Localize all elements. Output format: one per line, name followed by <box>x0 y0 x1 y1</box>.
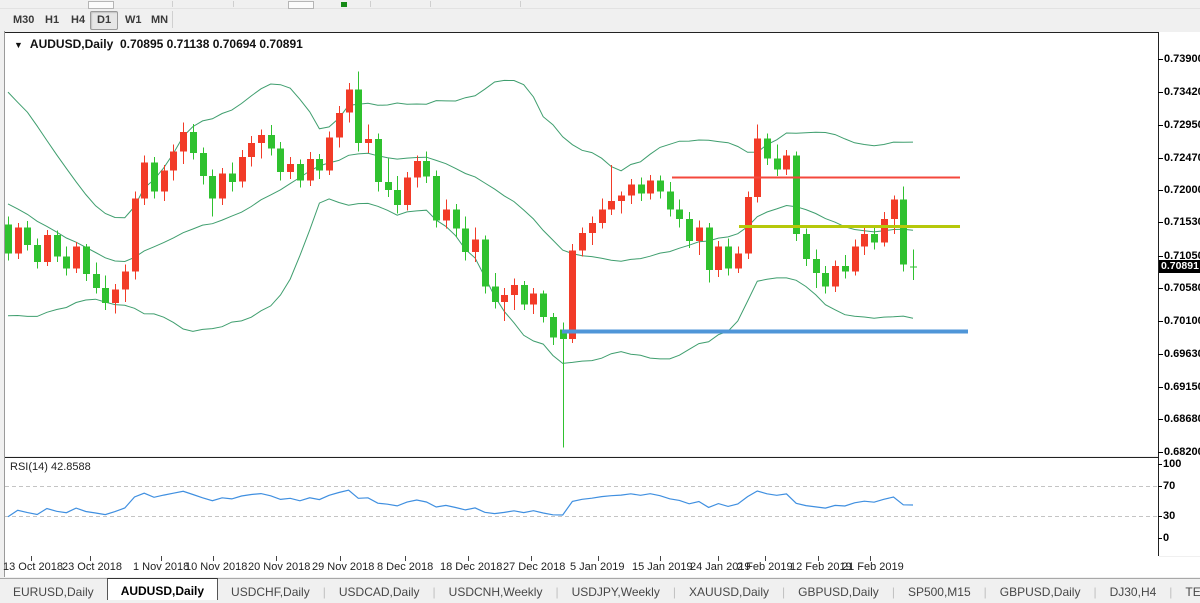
date-axis-label: 15 Jan 2019 <box>632 561 693 573</box>
date-axis-label: 21 Feb 2019 <box>842 561 904 573</box>
rsi-axis-label: 30 <box>1163 509 1176 522</box>
window-left-edge <box>0 31 5 577</box>
tab-separator: | <box>672 584 676 599</box>
date-axis-label: 13 Oct 2018 <box>3 561 63 573</box>
toolbar-remnant-separator <box>233 1 234 7</box>
timeframe-button-h1[interactable]: H1 <box>45 14 60 26</box>
tab-separator: | <box>983 584 987 599</box>
rsi-axis-label: 100 <box>1163 458 1182 470</box>
tab-eurusd-daily[interactable]: EURUSD,Daily <box>13 584 94 599</box>
rsi-axis-label: 0 <box>1163 532 1170 544</box>
chart-tab-bar: EURUSD,Daily AUDUSD,Daily USDCHF,Daily | USD… <box>0 578 1200 603</box>
tab-separator: | <box>782 584 786 599</box>
price-axis-label: 0.70580 <box>1164 281 1200 294</box>
price-axis-label: 0.71050 <box>1164 249 1200 262</box>
price-axis[interactable] <box>1158 32 1200 556</box>
tab-separator: | <box>555 584 559 599</box>
tab-gbpusd-daily[interactable]: GBPUSD,Daily <box>798 584 879 599</box>
toolbar-separator <box>172 11 173 28</box>
toolbar-remnant-separator <box>520 1 521 7</box>
timeframe-button-h4[interactable]: H4 <box>71 14 86 26</box>
main-chart-panel[interactable] <box>4 32 1159 456</box>
toolbar-remnant-green-icon <box>341 2 347 7</box>
toolbar-remnant-box <box>88 1 114 9</box>
price-axis-label: 0.69150 <box>1164 380 1200 393</box>
tab-separator: | <box>891 584 895 599</box>
toolbar-remnant-separator <box>172 1 173 7</box>
date-axis-label: 27 Dec 2018 <box>503 561 566 573</box>
price-axis-label: 0.68680 <box>1164 413 1200 426</box>
date-axis-label: 1 Nov 2018 <box>133 561 190 573</box>
price-axis-label: 0.72470 <box>1164 151 1200 164</box>
price-axis-label: 0.72000 <box>1164 184 1200 197</box>
chart-title: ▼ AUDUSD,Daily 0.70895 0.71138 0.70694 0.… <box>14 37 303 51</box>
timeframe-button-m30[interactable]: M30 <box>13 14 35 26</box>
toolbar-remnant-box <box>288 1 314 9</box>
date-axis-label: 20 Nov 2018 <box>248 561 311 573</box>
current-price-badge: 0.70891 <box>1159 260 1200 273</box>
tab-separator: | <box>432 584 436 599</box>
timeframe-toolbar: M30 H1 H4 D1 W1 MN <box>0 9 1200 31</box>
tab-separator: | <box>1093 584 1097 599</box>
date-axis-label: 8 Dec 2018 <box>377 561 434 573</box>
date-axis-label: 12 Feb 2019 <box>790 561 852 573</box>
tab-audusd-daily[interactable]: AUDUSD,Daily <box>106 578 219 603</box>
toolbar-remnant-separator <box>370 1 371 7</box>
window-bottom-edge <box>0 600 1200 603</box>
tab-sp500-m15[interactable]: SP500,M15 <box>907 584 971 599</box>
tab-usdcad-daily[interactable]: USDCAD,Daily <box>338 584 420 599</box>
rsi-axis-label: 70 <box>1163 480 1176 493</box>
price-axis-label: 0.70100 <box>1164 315 1200 328</box>
timeframe-button-d1[interactable]: D1 <box>90 11 119 30</box>
rsi-indicator-label: RSI(14) 42.8588 <box>10 461 91 473</box>
tab-gbpusd-daily[interactable]: GBPUSD,Daily <box>999 584 1081 599</box>
date-axis-label: 18 Dec 2018 <box>440 561 503 573</box>
date-axis-label: 2 Feb 2019 <box>737 561 793 573</box>
tab-separator: | <box>322 584 326 599</box>
date-axis[interactable] <box>4 557 1200 577</box>
tab-usdjpy-weekly[interactable]: USDJPY,Weekly <box>571 584 660 599</box>
date-axis-label: 5 Jan 2019 <box>570 561 625 573</box>
price-axis-label: 0.73900 <box>1164 53 1200 65</box>
chart-ohlc-values: 0.70895 0.71138 0.70694 0.70891 <box>119 37 303 51</box>
date-axis-label: 24 Jan 2019 <box>690 561 751 573</box>
rsi-indicator-panel[interactable] <box>4 457 1159 558</box>
tab-usdcnh-weekly[interactable]: USDCNH,Weekly <box>448 584 543 599</box>
date-axis-label: 29 Nov 2018 <box>312 561 375 573</box>
toolbar-remnant-separator <box>430 1 431 7</box>
date-axis-label: 10 Nov 2018 <box>185 561 248 573</box>
tab-xauusd-daily[interactable]: XAUUSD,Daily <box>688 584 769 599</box>
tab-tech1[interactable]: TECH1 <box>1185 584 1200 599</box>
price-axis-label: 0.73420 <box>1164 86 1200 99</box>
date-axis-label: 23 Oct 2018 <box>62 561 122 573</box>
tab-dj30-h4[interactable]: DJ30,H4 <box>1109 584 1157 599</box>
price-axis-label: 0.72950 <box>1164 118 1200 131</box>
symbol-dropdown-icon[interactable]: ▼ <box>14 40 23 50</box>
top-toolbar-remnant <box>0 0 1200 9</box>
timeframe-button-w1[interactable]: W1 <box>125 14 142 26</box>
price-axis-label: 0.68200 <box>1164 446 1200 459</box>
price-axis-label: 0.69630 <box>1164 347 1200 360</box>
tab-separator: | <box>1169 584 1173 599</box>
price-axis-label: 0.71530 <box>1164 216 1200 229</box>
timeframe-button-mn[interactable]: MN <box>151 14 169 26</box>
tab-usdchf-daily[interactable]: USDCHF,Daily <box>231 584 310 599</box>
chart-symbol-label: AUDUSD,Daily <box>29 37 114 51</box>
